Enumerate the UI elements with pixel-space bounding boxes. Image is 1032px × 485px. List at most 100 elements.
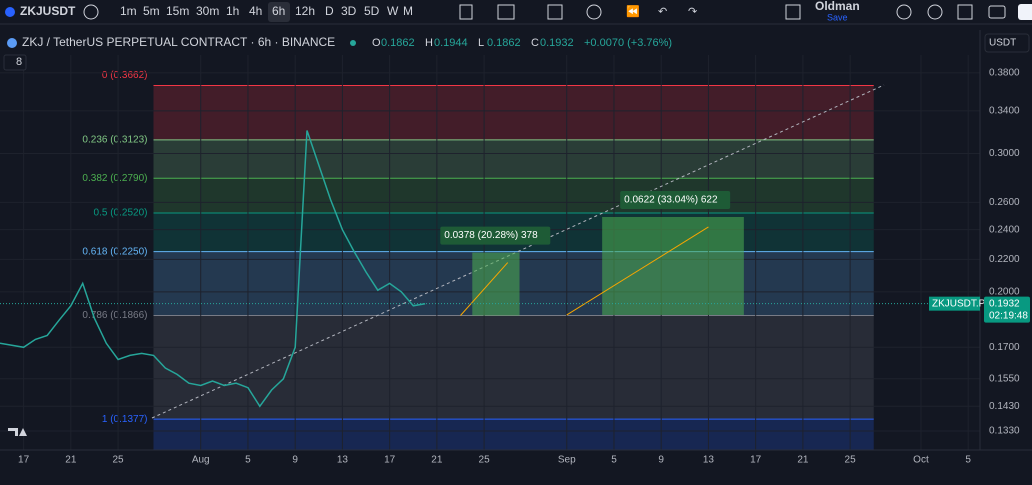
indicators[interactable] <box>497 4 515 20</box>
legend-icon <box>7 38 17 48</box>
price-tag-bg <box>984 296 1030 323</box>
undo[interactable]: ↶ <box>658 6 667 18</box>
ohlc-value: 0.1862 <box>487 37 521 49</box>
projection-label: 0.0378 (20.28%) 378 <box>444 230 538 241</box>
fib-zone <box>153 315 874 420</box>
fib-zone <box>153 85 874 140</box>
y-tick-label: 0.3400 <box>989 106 1020 117</box>
fib-label: 1 (0.1377) <box>102 414 148 425</box>
price-line <box>0 130 426 408</box>
x-tick-label: 17 <box>18 455 30 466</box>
x-tick-label: 17 <box>384 455 396 466</box>
x-tick-label: 5 <box>611 455 617 466</box>
interval-active <box>268 2 290 22</box>
interval[interactable]: 1m <box>120 4 137 18</box>
x-tick-label: 9 <box>658 455 664 466</box>
x-tick-label: 5 <box>245 455 251 466</box>
ohlc-value: 0.1944 <box>434 37 468 49</box>
projection-label-bg <box>440 226 551 245</box>
y-tick-label: 0.2200 <box>989 254 1020 265</box>
interval[interactable]: 3D <box>341 4 357 18</box>
y-tick-label: 0.1700 <box>989 342 1020 353</box>
fib-zone <box>153 419 874 450</box>
x-tick-label: Oct <box>913 455 929 466</box>
ohlc-key: H <box>425 37 433 49</box>
interval[interactable]: 1h <box>226 4 239 18</box>
interval[interactable]: 5D <box>364 4 380 18</box>
layout-icon[interactable] <box>785 4 801 20</box>
x-tick-label: 5 <box>965 455 971 466</box>
change: +0.0070 (+3.76%) <box>584 37 672 49</box>
ohlc-value: 0.1862 <box>381 37 415 49</box>
interval[interactable]: 12h <box>295 4 315 18</box>
projection-label-bg <box>620 190 731 209</box>
toolbar <box>0 0 1032 24</box>
trend-line <box>151 84 885 419</box>
ohlc-key: O <box>372 37 381 49</box>
chart-type[interactable] <box>459 4 473 20</box>
x-tick-label: 25 <box>479 455 491 466</box>
ohlc-key: L <box>478 37 484 49</box>
countdown: 02:19:48 <box>989 310 1028 321</box>
symbol[interactable]: ZKJUSDT <box>20 4 76 18</box>
y-tick-label: 0.1330 <box>989 426 1020 437</box>
x-tick-label: 25 <box>113 455 125 466</box>
search[interactable] <box>896 4 912 20</box>
indicator-count[interactable]: 8 <box>16 56 22 68</box>
interval[interactable]: W <box>387 4 399 18</box>
interval[interactable]: M <box>403 4 413 18</box>
x-tick-label: 21 <box>797 455 809 466</box>
replay[interactable]: ⏪ <box>626 5 640 18</box>
axis-currency[interactable]: USDT <box>989 38 1016 49</box>
interval[interactable]: 5m <box>143 4 160 18</box>
legend-title: ZKJ / TetherUS PERPETUAL CONTRACT · 6h ·… <box>22 35 335 49</box>
y-tick-label: 0.1550 <box>989 373 1020 384</box>
fib-label: 0.786 (0.1866) <box>82 310 147 321</box>
publish[interactable] <box>1018 4 1032 20</box>
x-tick-label: 21 <box>65 455 77 466</box>
x-tick-label: 13 <box>703 455 715 466</box>
symbol-tag: ZKJUSDT.P <box>932 298 986 309</box>
fib-label: 0.618 (0.2250) <box>82 246 147 257</box>
settings[interactable] <box>927 4 943 20</box>
fib-label: 0.5 (0.2520) <box>94 208 148 219</box>
x-tick-label: Aug <box>192 455 210 466</box>
y-tick-label: 0.3000 <box>989 148 1020 159</box>
fib-label: 0.236 (0.3123) <box>82 134 147 145</box>
y-tick-label: 0.2000 <box>989 286 1020 297</box>
x-tick-label: 21 <box>431 455 443 466</box>
interval[interactable]: 4h <box>249 4 262 18</box>
projection-label: 0.0622 (33.04%) 622 <box>624 195 718 206</box>
symbol-tag-bg <box>929 296 980 311</box>
interval[interactable]: 6h <box>272 4 285 18</box>
interval[interactable]: 30m <box>196 4 219 18</box>
interval[interactable]: D <box>325 4 334 18</box>
x-tick-label: 25 <box>845 455 857 466</box>
projection-arrow <box>460 262 509 316</box>
symbol-icon <box>5 7 15 17</box>
x-tick-label: Sep <box>558 455 576 466</box>
x-tick-label: 13 <box>337 455 349 466</box>
snapshot[interactable] <box>988 5 1006 19</box>
tv-logo <box>8 428 27 436</box>
fib-zone <box>153 178 874 214</box>
add-symbol[interactable] <box>83 4 99 20</box>
redo[interactable]: ↷ <box>688 6 697 18</box>
y-tick-label: 0.2400 <box>989 224 1020 235</box>
save[interactable]: Save <box>827 12 848 22</box>
currency-button[interactable] <box>984 33 1030 53</box>
fib-label: 0 (0.3662) <box>102 70 148 81</box>
interval[interactable]: 15m <box>166 4 189 18</box>
alert[interactable] <box>586 4 602 20</box>
layout-name[interactable]: Oldman <box>815 0 860 13</box>
x-tick-label: 9 <box>292 455 298 466</box>
fullscreen[interactable] <box>957 4 973 20</box>
y-tick-label: 0.2600 <box>989 197 1020 208</box>
indicator-toggle[interactable] <box>3 54 27 71</box>
projection-box <box>602 216 744 315</box>
y-tick-label: 0.1430 <box>989 401 1020 412</box>
templates[interactable] <box>547 4 563 20</box>
projection-arrow <box>566 226 709 316</box>
